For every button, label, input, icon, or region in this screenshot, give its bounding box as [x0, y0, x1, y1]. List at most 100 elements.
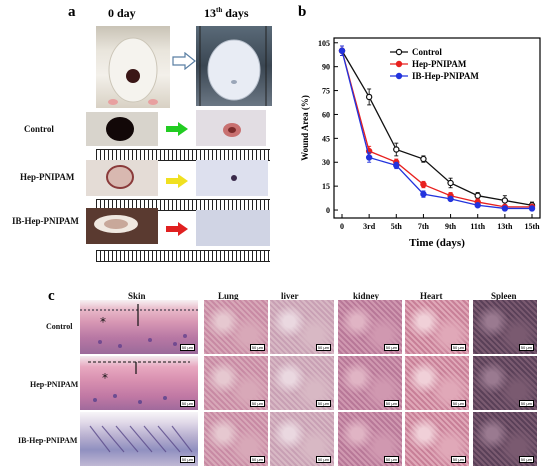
- scale-tag: 50 μm: [315, 400, 331, 407]
- wound-illustration-control-day13: [223, 123, 241, 137]
- col-label-spleen: Spleen: [491, 291, 517, 301]
- wound-illustration-ib-hep-day0: [94, 215, 138, 233]
- x-tick-label: 13th: [497, 222, 513, 231]
- red-arrow-icon: [166, 222, 188, 236]
- legend-marker: [395, 72, 403, 80]
- yellow-arrow-icon: [166, 174, 188, 188]
- scale-tag: 50 μm: [383, 344, 399, 351]
- panel-a-col-day13: 13th days: [204, 6, 249, 21]
- panel-c-row-label-hep: Hep-PNIPAM: [30, 380, 79, 389]
- scale-tag: 50 μm: [249, 400, 265, 407]
- scale-tag: 50 μm: [518, 344, 534, 351]
- legend-marker: [395, 60, 403, 68]
- organ-histology-image: 50 μm: [473, 300, 537, 354]
- svg-text:*: *: [102, 371, 108, 385]
- scale-tag: 50 μm: [383, 456, 399, 463]
- y-tick-label: 90: [322, 63, 330, 72]
- panel-a-row-label-ib-hep: IB-Hep-PNIPAM: [12, 216, 79, 226]
- organ-histology-image: 50 μm: [204, 356, 268, 410]
- col-label-skin: Skin: [128, 291, 146, 301]
- data-point: [501, 197, 509, 204]
- data-point: [393, 162, 400, 169]
- scale-tag: 50 μm: [249, 456, 265, 463]
- wound-illustration-hep-day13: [231, 175, 237, 181]
- col-label-heart: Heart: [420, 291, 443, 301]
- panel-a-row-label-hep: Hep-PNIPAM: [20, 172, 75, 182]
- organ-histology-image: 50 μm: [473, 412, 537, 466]
- day13-superscript: th: [216, 6, 223, 14]
- col-label-lung: Lung: [218, 291, 239, 301]
- wound-illustration-hep-day0: [106, 165, 134, 189]
- wound-photo-hep-day13: [196, 160, 268, 196]
- scale-tag: 50 μm: [518, 400, 534, 407]
- scale-tag: 50 μm: [179, 400, 195, 407]
- wound-photo-hep-day0: [86, 160, 158, 196]
- day13-number: 13: [204, 6, 216, 20]
- organ-histology-image: 50 μm: [473, 356, 537, 410]
- y-tick-label: 45: [322, 134, 330, 143]
- x-tick-label: 15th: [524, 222, 540, 231]
- wound-photo-ib-hep-day0: [86, 208, 158, 244]
- scale-tag: 50 μm: [383, 400, 399, 407]
- organ-histology-image: 50 μm: [270, 356, 334, 410]
- x-tick-label: 7th: [418, 222, 430, 231]
- skin-histology-control: * 50 μm: [80, 300, 198, 354]
- panel-c-row-label-ib-hep: IB-Hep-PNIPAM: [18, 436, 78, 445]
- scale-tag: 50 μm: [249, 344, 265, 351]
- data-point: [420, 181, 427, 188]
- wound-illustration-control-day0: [106, 117, 134, 141]
- x-tick-label: 3rd: [363, 222, 376, 231]
- wound-area-chart: 0 15 30 45 60 75 90 105 0 3rd 5th 7th 9th 11th 13th 15t…: [300, 37, 541, 249]
- x-tick-label: 9th: [445, 222, 457, 231]
- skin-markings-ib-hep: [89, 425, 193, 453]
- scale-tag: 50 μm: [315, 456, 331, 463]
- col-label-kidney: kidney: [353, 291, 380, 301]
- data-point: [474, 192, 481, 199]
- organ-histology-image: 50 μm: [204, 412, 268, 466]
- data-point: [501, 205, 509, 212]
- panel-a-row-label-control: Control: [24, 124, 54, 134]
- y-tick-label: 30: [322, 158, 330, 167]
- mouse-illustration-day13: [199, 26, 267, 106]
- green-arrow-icon: [166, 122, 188, 136]
- legend-label: IB-Hep-PNIPAM: [412, 71, 479, 81]
- y-axis-label: Wound Area (%): [300, 95, 310, 161]
- x-axis-label: Time (days): [409, 237, 465, 249]
- organ-histology-image: 50 μm: [204, 300, 268, 354]
- data-point: [420, 190, 427, 198]
- legend-label: Hep-PNIPAM: [412, 59, 467, 69]
- panel-a-col-day0: 0 day: [108, 6, 136, 20]
- mouse-photo-day0: [96, 26, 170, 108]
- col-label-liver: liver: [281, 291, 299, 301]
- data-point: [338, 47, 346, 54]
- panel-b-label: b: [298, 4, 307, 20]
- organ-histology-image: 50 μm: [338, 300, 402, 354]
- organ-histology-image: 50 μm: [338, 412, 402, 466]
- scale-tag: 50 μm: [518, 456, 534, 463]
- panel-c-row-label-control: Control: [46, 322, 73, 331]
- wound-photo-control-day13: [196, 110, 266, 146]
- organ-histology-image: 50 μm: [405, 300, 469, 354]
- panel-c-label: c: [48, 288, 55, 304]
- data-point: [447, 195, 454, 203]
- legend-label: Control: [412, 47, 442, 57]
- organ-histology-image: 50 μm: [405, 412, 469, 466]
- data-point: [474, 202, 481, 209]
- data-point: [365, 154, 373, 161]
- series-line: [341, 50, 533, 206]
- panel-a-label: a: [68, 4, 76, 20]
- organ-histology-image: 50 μm: [270, 412, 334, 466]
- ruler-scale-3: [96, 250, 270, 262]
- wound-photo-ib-hep-day13: [196, 210, 270, 246]
- mouse-photo-day13: [196, 26, 272, 106]
- scale-tag: 50 μm: [450, 344, 466, 351]
- plot-frame: [333, 37, 541, 219]
- data-point: [365, 93, 373, 101]
- organ-histology-image: 50 μm: [405, 356, 469, 410]
- y-tick-label: 60: [322, 110, 330, 119]
- data-point: [393, 146, 400, 153]
- scale-tag: 50 μm: [179, 344, 195, 351]
- organ-histology-image: 50 μm: [338, 356, 402, 410]
- x-tick-label: 11th: [470, 222, 485, 231]
- x-tick-label: 0: [340, 222, 344, 231]
